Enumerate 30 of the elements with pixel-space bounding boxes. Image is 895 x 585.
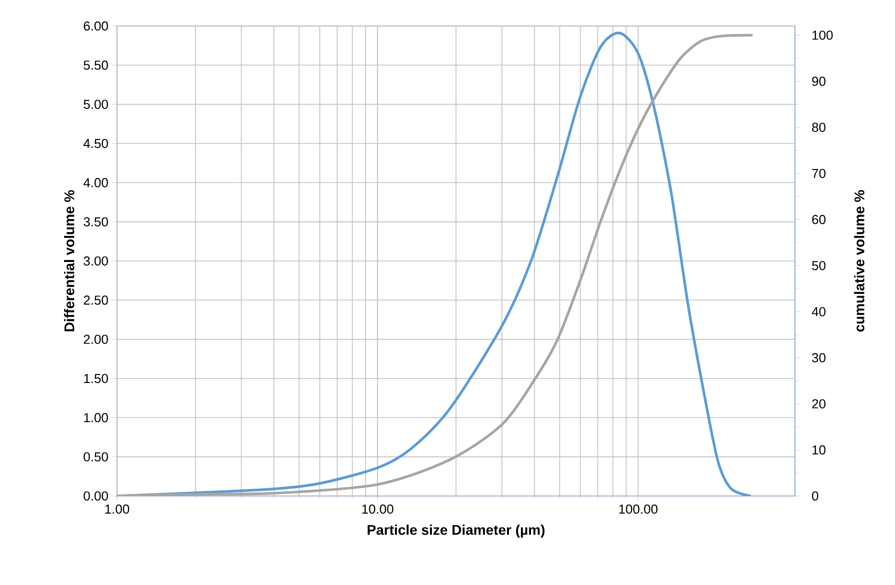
y-tick-label: 1.00 [84, 413, 108, 422]
x-axis-title: Particle size Diameter (µm) [368, 524, 545, 538]
y-tick-label: 2.50 [84, 296, 108, 305]
y-tick-label: 4.00 [83, 178, 108, 188]
y-tick-label: 3.00 [84, 256, 108, 266]
x-tick-label: 1.00 [105, 504, 130, 514]
y2-tick-label: 30 [812, 353, 826, 362]
y2-tick-label: 50 [812, 260, 826, 270]
y2-axis-title: cumulative volume % [854, 190, 864, 332]
y2-tick-label: 60 [812, 214, 826, 224]
x-tick-label: 10.00 [362, 504, 394, 514]
y-tick-label: 0.00 [84, 491, 108, 501]
y-tick-label: 3.50 [84, 217, 108, 226]
y-tick-label: 1.50 [84, 374, 108, 384]
y2-tick-label: 90 [812, 76, 826, 86]
y2-tick-label: 70 [812, 168, 826, 178]
y-tick-label: 5.00 [84, 100, 108, 109]
y2-tick-label: 0 [812, 491, 818, 501]
y2-tick-label: 80 [812, 122, 826, 132]
y-tick-label: 4.50 [83, 138, 108, 148]
y-tick-label: 2.00 [84, 334, 108, 344]
y-tick-label: 0.50 [84, 452, 108, 462]
y2-tick-label: 100 [812, 30, 833, 40]
y-tick-label: 6.00 [84, 21, 108, 31]
y-tick-label: 5.50 [84, 60, 108, 70]
y-axis-title: Differential volume % [64, 190, 74, 332]
y2-tick-label: 20 [812, 399, 826, 408]
y2-tick-label: 10 [812, 445, 826, 455]
x-tick-label: 100.00 [619, 504, 658, 514]
y2-tick-label: 40 [812, 307, 826, 316]
